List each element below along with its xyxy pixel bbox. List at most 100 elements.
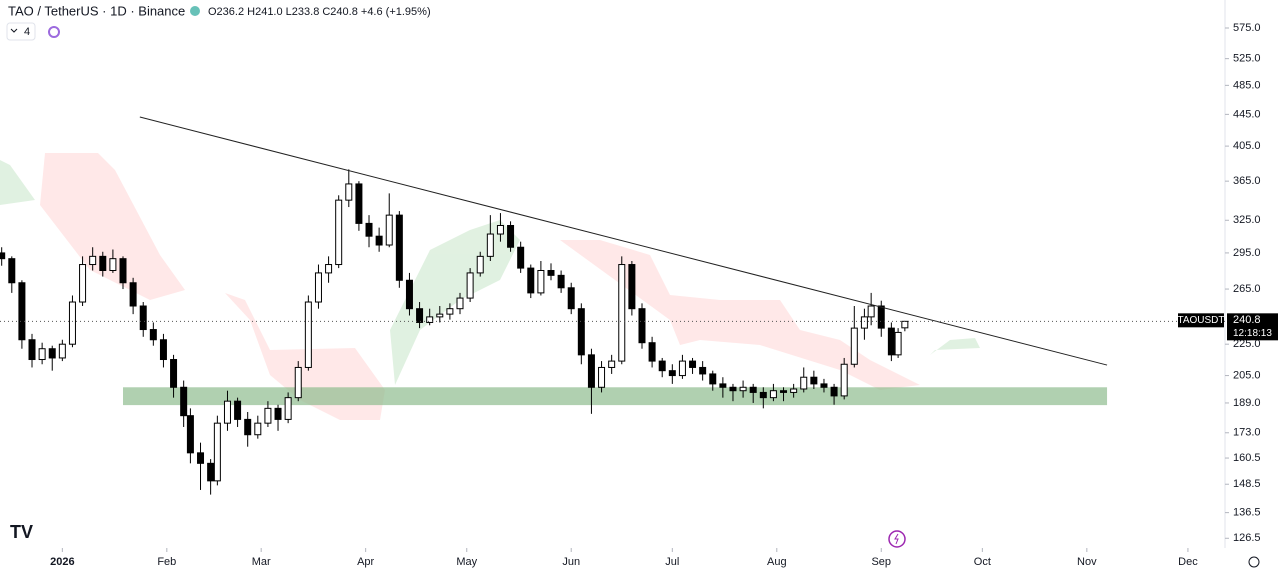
candle-body (223, 400, 231, 424)
candle-body (867, 305, 875, 318)
candle-body (58, 343, 66, 359)
candle-body (8, 258, 16, 284)
indicator-toggle[interactable] (6, 22, 36, 41)
candle-body (395, 214, 403, 281)
candle-body (608, 360, 616, 368)
y-tick-label: 205.0 (1233, 369, 1261, 381)
symbol-tag (1178, 313, 1224, 328)
price-tag-label: 240.8 (1233, 314, 1261, 326)
candle-body (274, 407, 282, 420)
candle-body (749, 386, 757, 393)
candle-body (729, 386, 737, 392)
candle-body (598, 366, 606, 388)
candle-body (79, 264, 87, 303)
status-dot (190, 6, 200, 16)
candle-body (446, 308, 454, 315)
candle-body (0, 252, 6, 260)
event-icon[interactable] (888, 530, 906, 548)
candle-body (314, 272, 322, 303)
candle-body (769, 390, 777, 399)
candle-body (759, 391, 767, 399)
candle-body (860, 316, 868, 329)
cloud-green (0, 160, 35, 205)
trendline (139, 116, 1108, 366)
candle-body (264, 407, 272, 424)
candle-body (800, 376, 808, 390)
candle-body (48, 348, 56, 359)
logo: TV (10, 522, 33, 542)
candle-body (180, 386, 188, 417)
x-tick-label: Oct (974, 556, 991, 568)
x-tick-label: Aug (767, 556, 787, 568)
candle-body (456, 297, 464, 310)
candle-body (810, 376, 818, 385)
candle-body (234, 400, 242, 420)
candle-body (139, 305, 147, 331)
candle-body (109, 258, 117, 271)
x-tick-label: Jun (562, 556, 580, 568)
y-tick-label: 136.5 (1233, 507, 1261, 519)
candle-body (294, 366, 302, 399)
candle-body (207, 462, 215, 482)
candle-body (719, 383, 727, 388)
candle-body (557, 274, 565, 289)
countdown-label: 12:18:13 (1233, 328, 1272, 339)
y-tick-label: 485.0 (1233, 79, 1261, 91)
candle-body (790, 388, 798, 393)
y-tick-label: 365.0 (1233, 175, 1261, 187)
x-tick-label: Feb (157, 556, 176, 568)
candle-body (345, 183, 353, 201)
candle-body (901, 320, 909, 329)
candle-body (699, 366, 707, 375)
x-tick-label: Apr (357, 556, 374, 568)
candle-body (577, 308, 585, 356)
y-tick-label: 265.0 (1233, 283, 1261, 295)
candle-body (496, 224, 504, 235)
indicator-icon[interactable] (48, 26, 60, 38)
cloud-green (930, 338, 980, 355)
candle-body (628, 264, 636, 310)
candle-body (284, 397, 292, 420)
y-tick-label: 126.5 (1233, 532, 1261, 544)
candle-body (618, 264, 626, 362)
symbol-label: TAOUSDT (1177, 315, 1224, 326)
candle-body (887, 327, 895, 356)
candle-body (780, 390, 788, 393)
chart-title: TAO / TetherUS · 1D · Binance (8, 3, 185, 18)
candle-body (820, 383, 828, 388)
cloud-green (390, 220, 520, 385)
candle-body (830, 386, 838, 397)
x-tick-label: May (456, 556, 477, 568)
x-tick-label: Nov (1077, 556, 1097, 568)
x-tick-label: Sep (871, 556, 891, 568)
cloud-red (40, 153, 185, 300)
x-tick-label: Dec (1178, 556, 1198, 568)
candle-body (18, 282, 26, 341)
candle-body (668, 370, 676, 377)
candle-body (365, 222, 373, 237)
candle-body (547, 269, 555, 276)
candle-body (405, 279, 413, 310)
y-tick-label: 325.0 (1233, 214, 1261, 226)
candle-body (517, 246, 525, 269)
price-tag (1227, 313, 1278, 341)
y-tick-label: 189.0 (1233, 397, 1261, 409)
y-tick-label: 445.0 (1233, 108, 1261, 120)
cloud (0, 153, 980, 420)
ohlc-legend: O236.2 H241.0 L233.8 C240.8 +4.6 (+1.95%… (208, 6, 431, 18)
cloud-red (560, 240, 920, 390)
candle-body (527, 267, 535, 294)
candle-body (486, 233, 494, 257)
candle-body (335, 199, 343, 266)
candle-body (466, 272, 474, 299)
candle-body (658, 360, 666, 372)
x-tick-label: Mar (252, 556, 271, 568)
bolt (894, 533, 899, 545)
candle-body (739, 386, 747, 392)
candle-body (197, 452, 205, 464)
candle-body (537, 269, 545, 294)
settings-icon[interactable] (1248, 556, 1260, 568)
candle-body (840, 363, 848, 397)
candle-body (587, 354, 595, 388)
